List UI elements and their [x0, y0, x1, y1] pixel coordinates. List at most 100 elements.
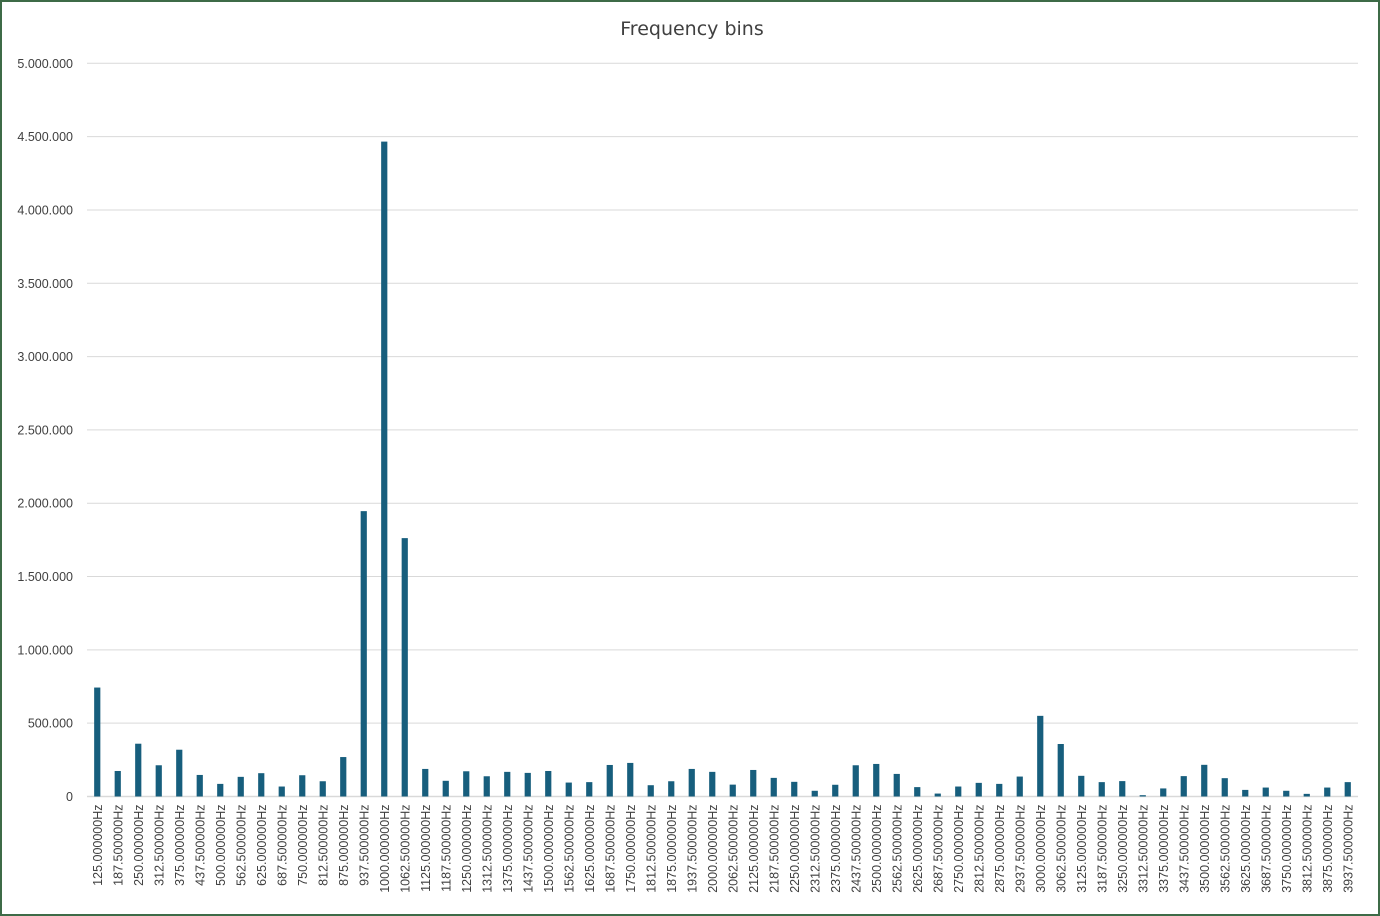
bar [422, 768, 429, 797]
bar [606, 764, 613, 797]
x-tick-label: 375.000000Hz [173, 805, 187, 886]
x-tick-label: 1875.000000Hz [665, 805, 679, 893]
bar [1037, 715, 1044, 797]
x-tick-label: 2187.500000Hz [767, 805, 781, 893]
x-tick-label: 1937.500000Hz [685, 805, 699, 893]
x-tick-label: 3187.500000Hz [1095, 805, 1109, 893]
x-tick-label: 500.000000Hz [214, 805, 228, 886]
x-tick-label: 875.000000Hz [337, 805, 351, 886]
x-tick-label: 2875.000000Hz [993, 805, 1007, 893]
bar [1262, 787, 1269, 797]
x-tick-label: 2625.000000Hz [911, 805, 925, 893]
x-tick-label: 625.000000Hz [255, 805, 269, 886]
bar [729, 784, 736, 797]
bar [1119, 781, 1126, 797]
bar [1344, 782, 1351, 797]
bar [770, 777, 777, 797]
bar [114, 770, 121, 797]
x-tick-label: 2312.500000Hz [808, 805, 822, 893]
bar [1303, 793, 1310, 797]
x-tick-label: 750.000000Hz [296, 805, 310, 886]
x-tick-label: 3000.000000Hz [1034, 805, 1048, 893]
bar [975, 782, 982, 797]
y-tick-label: 500.000 [28, 717, 73, 731]
x-tick-label: 3437.500000Hz [1177, 805, 1191, 893]
x-tick-label: 812.500000Hz [316, 805, 330, 886]
bar [278, 786, 285, 797]
y-tick-label: 4.500.000 [17, 130, 73, 144]
bar [627, 762, 634, 797]
x-tick-label: 437.500000Hz [193, 805, 207, 886]
bar [791, 781, 798, 797]
bar [1098, 782, 1105, 797]
x-tick-label: 3375.000000Hz [1157, 805, 1171, 893]
x-tick-label: 1812.500000Hz [644, 805, 658, 893]
bar [442, 780, 449, 797]
x-tick-label: 1750.000000Hz [624, 805, 638, 893]
x-tick-label: 3062.500000Hz [1054, 805, 1068, 893]
bar [832, 784, 839, 797]
bar [299, 775, 306, 797]
x-tick-label: 1062.500000Hz [398, 805, 412, 893]
bar [565, 782, 572, 797]
y-gridlines [87, 62, 1358, 798]
bar [668, 781, 675, 797]
x-tick-label: 3125.000000Hz [1075, 805, 1089, 893]
bar [586, 782, 593, 797]
x-tick-label: 687.500000Hz [275, 805, 289, 886]
bar [1221, 778, 1228, 797]
bar [155, 765, 162, 797]
x-tick-label: 2250.000000Hz [788, 805, 802, 893]
bar [893, 773, 900, 797]
bar [955, 786, 962, 797]
x-tick-label: 187.500000Hz [111, 805, 125, 886]
x-tick-label: 937.500000Hz [357, 805, 371, 886]
x-tick-label: 562.500000Hz [234, 805, 248, 886]
bar [463, 771, 470, 797]
y-tick-label: 5.000.000 [17, 57, 73, 71]
x-tick-label: 3500.000000Hz [1198, 805, 1212, 893]
bar [1139, 795, 1146, 797]
x-tick-label: 1250.000000Hz [460, 805, 474, 893]
bar [483, 776, 490, 797]
x-tick-label: 1437.500000Hz [521, 805, 535, 893]
bar [996, 783, 1003, 797]
x-tick-label: 1187.500000Hz [439, 805, 453, 892]
x-tick-label: 125.000000Hz [91, 805, 105, 886]
bar [1180, 776, 1187, 797]
bar [750, 769, 757, 797]
bar [340, 757, 347, 797]
bar [196, 774, 203, 797]
x-tick-label: 3312.500000Hz [1136, 805, 1150, 893]
chart-title: Frequency bins [620, 18, 764, 40]
bar [914, 787, 921, 797]
x-tick-label: 2562.500000Hz [890, 805, 904, 893]
x-tick-label: 1125.000000Hz [419, 805, 433, 892]
x-tick-label: 2375.000000Hz [829, 805, 843, 893]
x-tick-label: 1000.000000Hz [378, 805, 392, 893]
bar [647, 785, 654, 797]
x-tick-label: 2687.500000Hz [931, 805, 945, 893]
y-tick-label: 2.500.000 [17, 423, 73, 437]
bar [1201, 764, 1208, 797]
bar [401, 538, 408, 797]
x-tick-label: 2437.500000Hz [849, 805, 863, 893]
bar [237, 776, 244, 797]
bar [176, 749, 183, 797]
y-tick-label: 1.500.000 [17, 570, 73, 584]
bar [381, 141, 388, 797]
bar [1160, 788, 1167, 797]
x-tick-label: 3812.500000Hz [1300, 805, 1314, 893]
bar [688, 768, 695, 797]
x-tick-label: 2750.000000Hz [952, 805, 966, 893]
y-tick-label: 1.000.000 [17, 643, 73, 657]
bar [1078, 775, 1085, 797]
bar [217, 783, 224, 797]
x-tick-label: 2500.000000Hz [870, 805, 884, 893]
x-tick-label: 1500.000000Hz [542, 805, 556, 893]
bar [360, 511, 367, 797]
x-tick-label: 312.500000Hz [152, 805, 166, 886]
bar [319, 781, 326, 797]
bar [258, 773, 265, 797]
